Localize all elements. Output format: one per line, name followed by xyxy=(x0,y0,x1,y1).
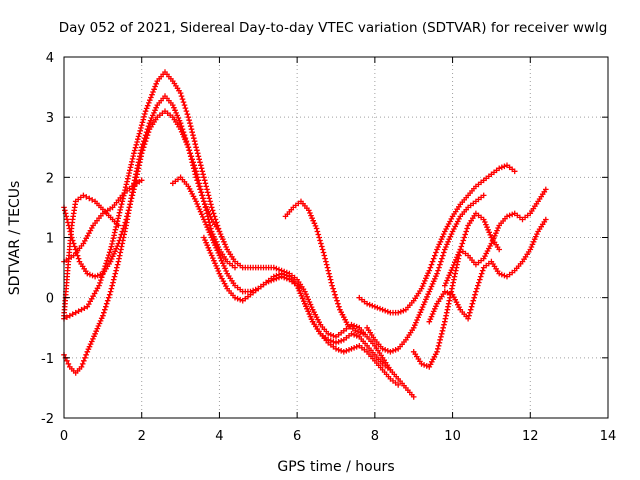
x-tick-label: 10 xyxy=(444,429,461,444)
plus-markers xyxy=(282,198,366,337)
data-series xyxy=(61,69,549,400)
plus-markers xyxy=(356,162,518,316)
plus-markers xyxy=(364,192,487,355)
series-arc-9 xyxy=(356,162,518,316)
x-tick-label: 12 xyxy=(522,429,539,444)
series-arc-11 xyxy=(410,210,502,370)
x-tick-label: 0 xyxy=(60,429,68,444)
y-tick-label: 2 xyxy=(46,171,54,186)
y-tick-label: 3 xyxy=(46,111,54,126)
x-axis-label: GPS time / hours xyxy=(277,459,394,475)
series-arc-13 xyxy=(442,186,549,289)
chart-title: Day 052 of 2021, Sidereal Day-to-day VTE… xyxy=(59,20,608,36)
series-arc-12 xyxy=(426,216,549,325)
x-tick-label: 8 xyxy=(371,429,379,444)
y-tick-label: 0 xyxy=(46,292,54,307)
y-axis-label: SDTVAR / TECUs xyxy=(7,181,23,296)
plus-markers xyxy=(426,216,549,325)
y-tick-label: -1 xyxy=(41,352,54,367)
series-arc-10 xyxy=(364,192,487,355)
y-tick-label: 1 xyxy=(46,232,54,247)
plus-markers xyxy=(201,234,401,388)
series-arc-8 xyxy=(282,198,366,337)
plus-markers xyxy=(442,186,549,289)
y-tick-label: -2 xyxy=(41,412,54,427)
x-tick-label: 2 xyxy=(138,429,146,444)
y-tick-label: 4 xyxy=(46,51,54,66)
x-tick-label: 14 xyxy=(600,429,617,444)
x-tick-label: 4 xyxy=(215,429,223,444)
series-arc-7 xyxy=(201,234,401,388)
x-tick-label: 6 xyxy=(293,429,301,444)
plus-markers xyxy=(410,210,502,370)
